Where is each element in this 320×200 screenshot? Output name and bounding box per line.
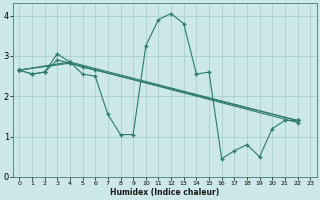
X-axis label: Humidex (Indice chaleur): Humidex (Indice chaleur) — [110, 188, 220, 197]
